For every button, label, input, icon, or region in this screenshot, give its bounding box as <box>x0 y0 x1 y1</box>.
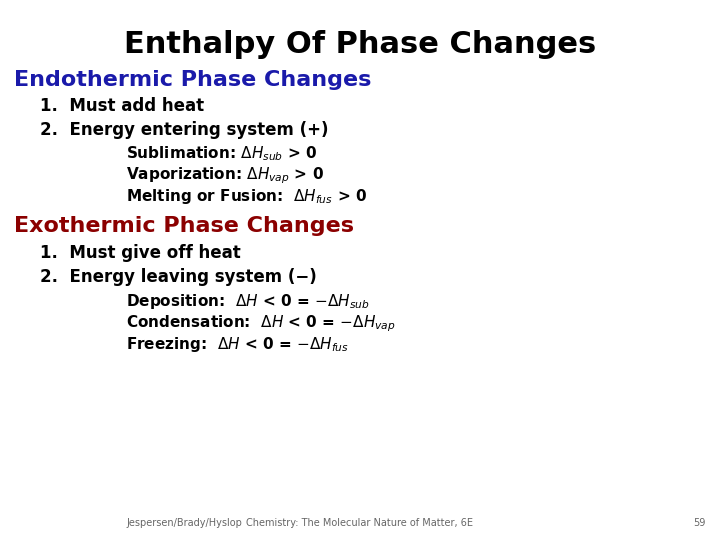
Text: Sublimation: $\Delta\mathit{H}_{sub}$ > $\mathbf{0}$: Sublimation: $\Delta\mathit{H}_{sub}$ > … <box>126 144 318 163</box>
Text: Melting or Fusion:  $\Delta\mathit{H}_{fus}$ > $\mathbf{0}$: Melting or Fusion: $\Delta\mathit{H}_{fu… <box>126 187 367 206</box>
Text: Condensation:  $\Delta\mathit{H}$ < $\mathbf{0}$ = $-\Delta\mathit{H}_{vap}$: Condensation: $\Delta\mathit{H}$ < $\mat… <box>126 313 396 334</box>
Text: Vaporization: $\Delta\mathit{H}_{vap}$ > $\mathbf{0}$: Vaporization: $\Delta\mathit{H}_{vap}$ >… <box>126 166 324 186</box>
Text: Deposition:  $\Delta\mathit{H}$ < $\mathbf{0}$ = $-\Delta\mathit{H}_{sub}$: Deposition: $\Delta\mathit{H}$ < $\mathb… <box>126 292 370 310</box>
Text: 1.  Must give off heat: 1. Must give off heat <box>40 244 240 262</box>
Text: Chemistry: The Molecular Nature of Matter, 6E: Chemistry: The Molecular Nature of Matte… <box>246 518 474 528</box>
Text: Exothermic Phase Changes: Exothermic Phase Changes <box>14 216 354 236</box>
Text: 1.  Must add heat: 1. Must add heat <box>40 97 204 115</box>
Text: Freezing:  $\Delta\mathit{H}$ < $\mathbf{0}$ = $-\Delta\mathit{H}_{fus}$: Freezing: $\Delta\mathit{H}$ < $\mathbf{… <box>126 335 349 354</box>
Text: 2.  Energy entering system (+): 2. Energy entering system (+) <box>40 121 328 139</box>
Text: Endothermic Phase Changes: Endothermic Phase Changes <box>14 70 372 90</box>
Text: Jespersen/Brady/Hyslop: Jespersen/Brady/Hyslop <box>126 518 242 528</box>
Text: Enthalpy Of Phase Changes: Enthalpy Of Phase Changes <box>124 30 596 59</box>
Text: 59: 59 <box>693 518 706 528</box>
Text: 2.  Energy leaving system (−): 2. Energy leaving system (−) <box>40 268 316 286</box>
